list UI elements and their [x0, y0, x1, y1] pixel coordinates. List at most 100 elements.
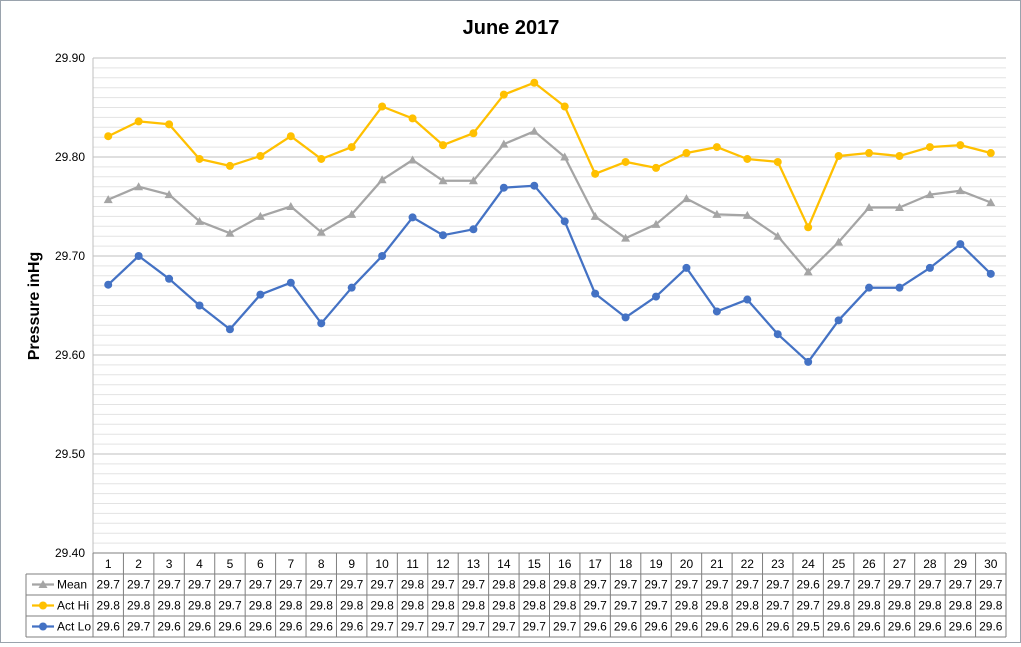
x-tick-label: 1: [105, 557, 112, 571]
data-point: [499, 183, 508, 192]
data-point: [895, 283, 904, 292]
data-point: [560, 152, 570, 161]
data-point: [712, 209, 722, 218]
legend-marker: [38, 580, 48, 588]
x-tick-label: 25: [832, 557, 846, 571]
data-point: [743, 295, 752, 304]
legend-key: [32, 622, 54, 631]
table-cell: 29.8: [918, 599, 942, 613]
data-point: [773, 231, 783, 240]
data-point: [560, 102, 569, 111]
table-cell: 29.8: [492, 599, 516, 613]
table-cell: 29.7: [279, 578, 303, 592]
data-point: [134, 252, 143, 260]
table-cell: 29.8: [523, 599, 547, 613]
table-cell: 29.8: [188, 599, 212, 613]
table-cell: 29.6: [249, 620, 273, 634]
table-cell: 29.8: [888, 599, 912, 613]
data-point: [804, 223, 813, 232]
table-cell: 29.7: [370, 620, 394, 634]
table-cell: 29.7: [644, 599, 668, 613]
data-point: [195, 154, 204, 163]
y-tick-label: 29.80: [55, 150, 85, 164]
table-cell: 29.7: [127, 620, 151, 634]
table-cell: 29.6: [310, 620, 334, 634]
data-point: [986, 198, 996, 207]
table-cell: 29.7: [157, 578, 181, 592]
table-cell: 29.7: [401, 620, 425, 634]
data-point: [377, 175, 387, 184]
table-cell: 29.7: [462, 578, 486, 592]
minor-gridlines: [93, 57, 1006, 554]
table-cell: 29.7: [127, 578, 151, 592]
data-point: [225, 161, 234, 170]
legend-marker: [39, 601, 47, 610]
data-point: [438, 176, 448, 185]
data-point: [682, 149, 691, 158]
table-cell: 29.6: [736, 620, 760, 634]
data-point: [469, 129, 478, 138]
table-cell: 29.7: [614, 578, 638, 592]
x-tick-label: 8: [318, 557, 325, 571]
x-tick-label: 24: [802, 557, 816, 571]
table-cell: 29.8: [127, 599, 151, 613]
data-point: [712, 143, 721, 152]
y-tick-label: 29.50: [55, 447, 85, 461]
legend-key: [32, 580, 54, 588]
data-point: [104, 132, 113, 141]
data-point: [286, 132, 295, 141]
table-cell: 29.8: [523, 578, 547, 592]
data-point: [894, 202, 904, 211]
table-cell: 29.7: [766, 599, 790, 613]
x-tick-label: 13: [467, 557, 481, 571]
x-tick-label: 17: [588, 557, 602, 571]
data-point: [286, 278, 295, 287]
x-tick-label: 2: [135, 557, 142, 571]
x-tick-label: 10: [375, 557, 389, 571]
table-cell: 29.7: [492, 620, 516, 634]
data-point: [225, 325, 234, 334]
table-cell: 29.6: [188, 620, 212, 634]
x-tick-label: 7: [287, 557, 294, 571]
data-point: [438, 231, 447, 240]
table-cell: 29.7: [310, 578, 334, 592]
table-cell: 29.8: [279, 599, 303, 613]
table-cell: 29.7: [644, 578, 668, 592]
y-tick-label: 29.90: [55, 51, 85, 65]
data-point: [864, 202, 874, 211]
data-point: [316, 227, 326, 236]
data-point: [712, 307, 721, 316]
x-tick-label: 16: [558, 557, 572, 571]
data-point: [834, 237, 844, 246]
x-tick-label: 29: [954, 557, 968, 571]
series-layer: [103, 78, 996, 366]
table-cell: 29.8: [675, 599, 699, 613]
table-cell: 29.6: [766, 620, 790, 634]
data-point: [682, 263, 691, 272]
table-cell: 29.6: [979, 620, 1003, 634]
data-point: [530, 181, 539, 190]
table-cell: 29.7: [766, 578, 790, 592]
data-point: [925, 143, 934, 152]
data-point: [925, 263, 934, 272]
data-point: [256, 290, 265, 299]
table-cell: 29.8: [857, 599, 881, 613]
table-cell: 29.7: [736, 578, 760, 592]
series-act-lo: [104, 181, 995, 366]
data-point: [530, 78, 539, 87]
y-tick-label: 29.40: [55, 546, 85, 560]
table-cell: 29.7: [583, 599, 607, 613]
table-cell: 29.7: [188, 578, 212, 592]
table-cell: 29.6: [675, 620, 699, 634]
table-cell: 29.8: [949, 599, 973, 613]
x-tick-label: 26: [862, 557, 876, 571]
x-tick-label: 20: [680, 557, 694, 571]
table-cell: 29.8: [370, 599, 394, 613]
table-cell: 29.7: [857, 578, 881, 592]
table-cell: 29.7: [583, 578, 607, 592]
data-point: [955, 186, 965, 195]
x-tick-label: 15: [528, 557, 542, 571]
table-cell: 29.7: [918, 578, 942, 592]
data-point: [468, 176, 478, 185]
x-tick-label: 19: [649, 557, 663, 571]
